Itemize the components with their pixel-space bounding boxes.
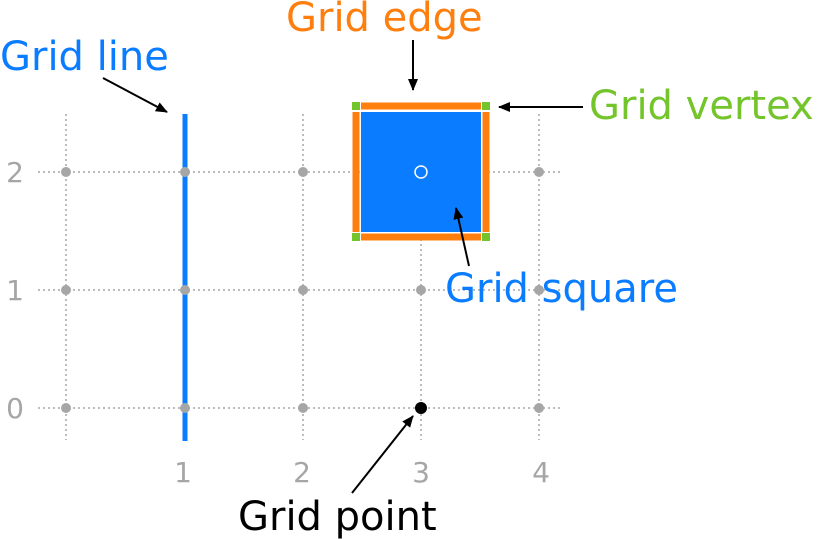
arrow-grid-line [102,77,168,113]
grid-vertex-label: Grid vertex [589,83,814,129]
x-tick-label: 2 [293,456,311,489]
y-tick-label: 0 [6,392,24,425]
y-tick-label: 2 [6,156,24,189]
grid-point [298,285,308,295]
y-tick-label: 1 [6,274,24,307]
grid-points [61,167,544,413]
grid-square [361,112,481,232]
grid-point [180,167,190,177]
grid-line-label: Grid line [0,34,169,80]
grid-point-highlight [415,402,427,414]
grid-point [416,285,426,295]
grid-point [61,285,71,295]
grid-point-label: Grid point [238,494,437,539]
grid-point [534,285,544,295]
x-tick-label: 4 [532,456,550,489]
grid-point [298,167,308,177]
x-tick-label: 3 [412,456,430,489]
grid-point [298,403,308,413]
arrow-grid-point [351,415,414,494]
grid-point [534,403,544,413]
x-tick-label: 1 [174,456,192,489]
grid-point [180,285,190,295]
grid-vertex [352,102,360,110]
grid-vertex [352,233,360,241]
grid-vertex [482,233,490,241]
grid-point [180,403,190,413]
grid-square-group [352,102,490,241]
grid-point [534,167,544,177]
grid-vertex [482,102,490,110]
grid-square-center [414,165,428,179]
grid-square-label: Grid square [445,266,678,312]
grid-edge-label: Grid edge [286,0,483,41]
grid-point [61,403,71,413]
grid-point [61,167,71,177]
arrow-grid-square [453,207,470,267]
annotation-arrows [102,40,583,494]
